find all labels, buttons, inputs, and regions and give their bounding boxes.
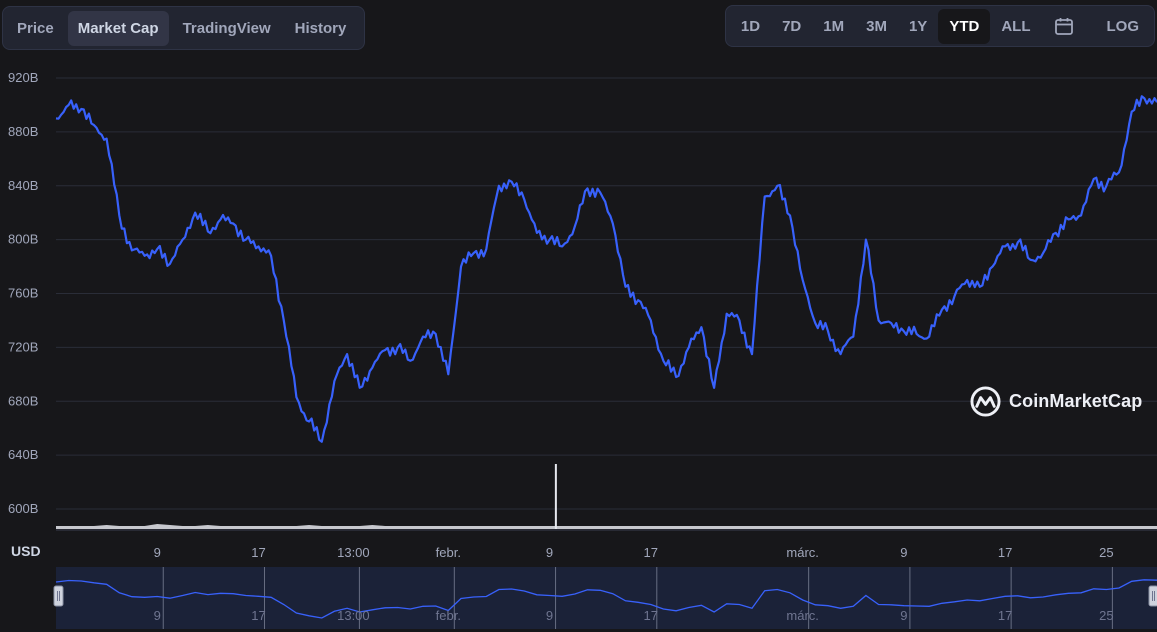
tab-market-cap[interactable]: Market Cap — [67, 10, 169, 46]
y-tick-label: 680B — [8, 393, 38, 408]
y-tick-label: 640B — [8, 447, 38, 462]
y-tick-label: 880B — [8, 124, 38, 139]
navigator-tick-label: 17 — [644, 608, 658, 623]
navigator-window — [56, 567, 1157, 629]
tab-history[interactable]: History — [294, 19, 347, 37]
x-axis: 9 17 13:00 febr. 9 17 márc. 9 17 25 — [154, 545, 1114, 560]
market-cap-series — [55, 95, 1157, 443]
coinmarketcap-watermark: CoinMarketCap — [970, 386, 1142, 417]
y-tick-label: 760B — [8, 286, 38, 301]
navigator-tick-label: 25 — [1099, 608, 1113, 623]
y-tick-label: 920B — [8, 70, 38, 85]
range-1y-button[interactable]: 1Y — [908, 17, 928, 35]
chart-grid — [56, 77, 1157, 531]
navigator-line — [55, 579, 1157, 619]
y-tick-label: 720B — [8, 339, 38, 354]
navigator-tick-label: 13:00 — [337, 608, 370, 623]
navigator-tick-label: febr. — [436, 608, 461, 623]
navigator-tick-label: 17 — [251, 608, 265, 623]
calendar-icon — [1054, 18, 1073, 35]
tab-price[interactable]: Price — [17, 19, 54, 37]
range-all-button[interactable]: ALL — [1001, 17, 1031, 35]
y-axis: 920B 880B 840B 800B 760B 720B 680B 640B 600B — [8, 70, 38, 516]
market-cap-line — [55, 95, 1157, 443]
range-navigator: 9 17 13:00 febr. 9 17 márc. 9 17 25 — [53, 567, 1157, 629]
x-tick-label: 9 — [546, 545, 553, 560]
x-tick-label: 17 — [251, 545, 265, 560]
volume-area — [56, 524, 1157, 529]
y-tick-label: 800B — [8, 232, 38, 247]
y-tick-label: 840B — [8, 178, 38, 193]
navigator-right-handle[interactable] — [1148, 585, 1157, 607]
navigator-left-handle[interactable] — [53, 585, 64, 607]
time-range-selector: 1D 7D 1M 3M 1Y YTD ALL LOG — [724, 5, 1155, 47]
x-tick-label: febr. — [436, 545, 461, 560]
x-tick-label: 17 — [998, 545, 1012, 560]
tab-tradingview[interactable]: TradingView — [182, 19, 271, 37]
chart-type-tabs: Price Market Cap TradingView History — [2, 6, 366, 50]
navigator-tick-label: 9 — [546, 608, 553, 623]
range-1d-button[interactable]: 1D — [740, 17, 761, 35]
range-ytd-button[interactable]: YTD — [938, 8, 991, 44]
range-7d-button[interactable]: 7D — [782, 17, 802, 35]
range-3m-button[interactable]: 3M — [866, 17, 887, 35]
x-tick-label: 9 — [154, 545, 161, 560]
x-tick-label: márc. — [786, 545, 819, 560]
navigator-tick-label: 17 — [998, 608, 1012, 623]
x-tick-label: 9 — [900, 545, 907, 560]
x-tick-label: 13:00 — [337, 545, 370, 560]
navigator-tick-label: 9 — [900, 608, 907, 623]
y-tick-label: 600B — [8, 501, 38, 516]
currency-label: USD — [11, 543, 41, 559]
watermark-text: CoinMarketCap — [1009, 391, 1143, 411]
navigator-tick-label: márc. — [786, 608, 819, 623]
coinmarketcap-logo-icon — [970, 386, 1001, 417]
navigator-tick-label: 9 — [154, 608, 161, 623]
range-1m-button[interactable]: 1M — [823, 17, 845, 35]
date-range-button[interactable] — [1042, 10, 1086, 42]
x-tick-label: 17 — [644, 545, 658, 560]
volume-bars — [56, 464, 1157, 529]
x-tick-label: 25 — [1099, 545, 1113, 560]
log-scale-button[interactable]: LOG — [1106, 17, 1140, 35]
